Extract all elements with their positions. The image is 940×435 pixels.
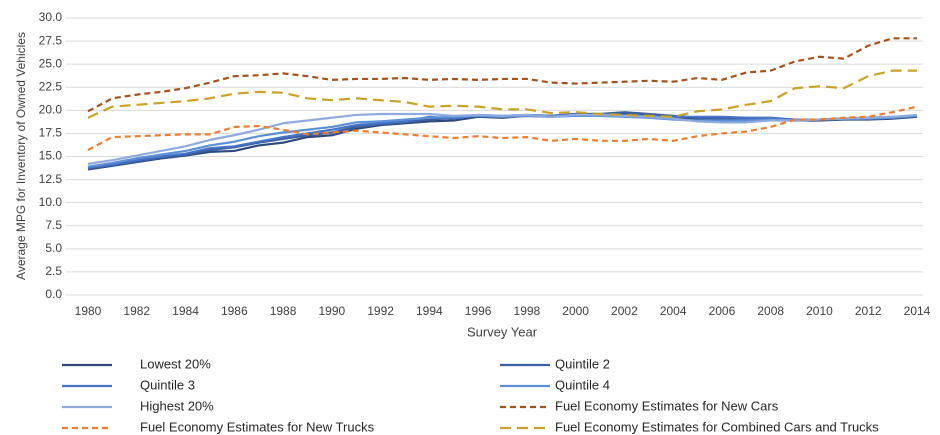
x-tick-label: 2000: [562, 304, 589, 318]
x-tick-label: 2004: [660, 304, 687, 318]
series-line: [87, 69, 917, 119]
y-tick-label: 15.0: [39, 149, 63, 163]
x-tick-label: 2006: [709, 304, 736, 318]
series-line: [87, 112, 918, 165]
y-tick-label: 7.5: [45, 218, 62, 232]
y-tick-label: 10.0: [39, 195, 63, 209]
x-tick-label: 1984: [172, 304, 199, 318]
x-tick-label: 2012: [855, 304, 882, 318]
x-tick-label: 1994: [416, 304, 443, 318]
series-line: [87, 112, 918, 169]
x-tick-label: 1998: [514, 304, 541, 318]
y-tick-label: 27.5: [39, 33, 63, 47]
legend-label: Quintile 4: [555, 377, 610, 392]
series-line: [87, 105, 918, 152]
series-line: [87, 114, 918, 168]
y-tick-label: 12.5: [39, 172, 63, 186]
x-tick-label: 2002: [611, 304, 638, 318]
y-tick-label: 30.0: [39, 10, 63, 24]
series-line: [87, 37, 917, 113]
legend-label: Quintile 2: [555, 356, 610, 371]
x-tick-label: 1992: [367, 304, 394, 318]
legend-label: Fuel Economy Estimates for New Trucks: [140, 419, 375, 434]
x-tick-label: 1990: [318, 304, 345, 318]
y-tick-label: 22.5: [39, 79, 63, 93]
legend-label: Highest 20%: [140, 398, 214, 413]
y-tick-label: 0.0: [45, 287, 62, 301]
x-tick-label: 1996: [465, 304, 492, 318]
legend-label: Fuel Economy Estimates for Combined Cars…: [555, 419, 879, 434]
x-tick-label: 1982: [123, 304, 150, 318]
series-line: [87, 112, 918, 171]
y-tick-label: 5.0: [45, 241, 62, 255]
y-tick-label: 17.5: [39, 126, 63, 140]
y-tick-label: 2.5: [45, 264, 62, 278]
legend-label: Quintile 3: [140, 377, 195, 392]
x-tick-label: 2008: [757, 304, 784, 318]
y-axis-title: Average MPG for Inventory of Owned Vehic…: [14, 32, 28, 280]
y-tick-label: 25.0: [39, 56, 63, 70]
legend-label: Fuel Economy Estimates for New Cars: [555, 398, 779, 413]
x-tick-label: 1986: [221, 304, 248, 318]
legend-label: Lowest 20%: [140, 356, 211, 371]
x-axis-title: Survey Year: [467, 324, 538, 339]
x-tick-label: 1980: [75, 304, 102, 318]
x-tick-label: 2014: [904, 304, 931, 318]
y-tick-label: 20.0: [39, 103, 63, 117]
x-tick-label: 1988: [270, 304, 297, 318]
x-tick-label: 2010: [806, 304, 833, 318]
